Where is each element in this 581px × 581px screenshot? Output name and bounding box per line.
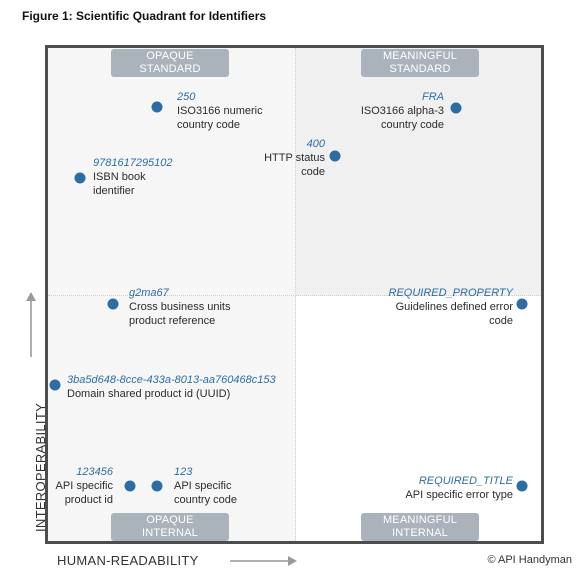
x-axis-label: HUMAN-READABILITY <box>57 553 199 568</box>
quadrant-label-line: OPAQUE <box>146 514 194 526</box>
copyright-notice: © API Handyman <box>487 554 572 566</box>
identifier-description: country code <box>174 494 237 506</box>
quadrant-label-opaque-internal: OPAQUE INTERNAL <box>111 513 229 541</box>
identifier-example: 9781617295102 <box>93 157 173 169</box>
quadrant-label-line: OPAQUE <box>146 50 194 62</box>
quadrant-opaque-internal <box>48 296 296 541</box>
point-marker <box>450 102 462 114</box>
identifier-description: ISBN book <box>93 171 146 183</box>
identifier-description: API specific <box>55 480 113 492</box>
point-marker <box>49 379 61 391</box>
point-label: 9781617295102 ISBN book identifier <box>93 156 173 198</box>
y-axis-arrow-icon <box>26 292 36 357</box>
quadrant-label-line: MEANINGFUL <box>382 514 458 526</box>
point-label: 3ba5d648-8cce-433a-8013-aa760468c153 Dom… <box>67 373 276 401</box>
identifier-description: country code <box>381 119 444 131</box>
quadrant-label-line: STANDARD <box>389 63 451 75</box>
identifier-example: 123 <box>174 466 193 478</box>
identifier-description: product reference <box>129 315 216 327</box>
y-axis-label: INTEROPERABILITY <box>33 402 48 532</box>
point-label: REQUIRED_TITLE API specific error type <box>405 474 513 502</box>
identifier-description: HTTP status <box>264 152 325 164</box>
quadrant-label-line: STANDARD <box>139 63 201 75</box>
point-label: 123456 API specific product id <box>56 465 113 507</box>
point-marker <box>516 298 528 310</box>
point-label: 250 ISO3166 numeric country code <box>177 90 263 132</box>
quadrant-label-line: INTERNAL <box>392 527 448 539</box>
point-marker <box>151 101 163 113</box>
point-label: 400 HTTP status code <box>264 137 325 179</box>
identifier-description: ISO3166 alpha-3 <box>360 105 444 117</box>
figure-title: Figure 1: Scientific Quadrant for Identi… <box>22 9 267 23</box>
identifier-example: REQUIRED_PROPERTY <box>388 287 514 299</box>
point-marker <box>151 480 163 492</box>
point-marker <box>74 172 86 184</box>
point-marker <box>329 150 341 162</box>
quadrant-opaque-standard <box>48 48 296 296</box>
identifier-example: 3ba5d648-8cce-433a-8013-aa760468c153 <box>67 374 276 386</box>
identifier-description: Domain shared product id (UUID) <box>67 388 231 400</box>
identifier-example: 400 <box>306 138 325 150</box>
point-marker <box>516 480 528 492</box>
identifier-example: 123456 <box>76 466 113 478</box>
quadrant-meaningful-internal <box>296 296 541 541</box>
identifier-example: REQUIRED_TITLE <box>418 475 513 487</box>
identifier-description: identifier <box>93 185 135 197</box>
identifier-description: API specific <box>174 480 232 492</box>
identifier-description: product id <box>64 494 113 506</box>
identifier-description: API specific error type <box>405 489 513 501</box>
point-label: g2ma67 Cross business units product refe… <box>129 286 231 328</box>
quadrant-label-line: INTERNAL <box>142 527 198 539</box>
quadrant-label-opaque-standard: OPAQUE STANDARD <box>111 49 229 77</box>
point-label: REQUIRED_PROPERTY Guidelines defined err… <box>389 286 514 328</box>
quadrant-label-meaningful-standard: MEANINGFUL STANDARD <box>361 49 479 77</box>
x-axis-arrow-icon <box>230 556 297 566</box>
quadrant-label-meaningful-internal: MEANINGFUL INTERNAL <box>361 513 479 541</box>
quadrant-label-line: MEANINGFUL <box>382 50 458 62</box>
identifier-description: Guidelines defined error <box>395 301 513 313</box>
point-marker <box>124 480 136 492</box>
identifier-description: code <box>489 315 513 327</box>
quadrant-frame <box>45 45 544 544</box>
point-label: 123 API specific country code <box>174 465 237 507</box>
quadrant-meaningful-standard <box>296 48 541 296</box>
point-label: FRA ISO3166 alpha-3 country code <box>361 90 444 132</box>
identifier-example: FRA <box>422 91 444 103</box>
identifier-description: ISO3166 numeric <box>177 105 263 117</box>
identifier-description: Cross business units <box>129 301 231 313</box>
identifier-example: 250 <box>177 91 196 103</box>
identifier-description: code <box>301 166 325 178</box>
identifier-example: g2ma67 <box>129 287 169 299</box>
point-marker <box>107 298 119 310</box>
identifier-description: country code <box>177 119 240 131</box>
